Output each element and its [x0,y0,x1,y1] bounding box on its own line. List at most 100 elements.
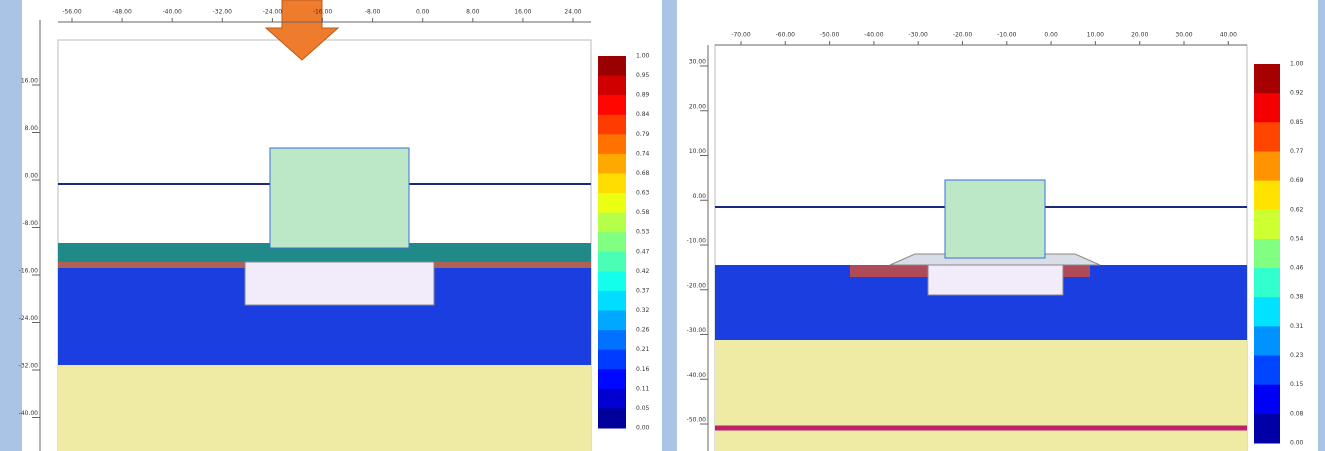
legend-label: 0.15 [1290,381,1304,388]
legend-swatch [598,330,626,350]
x-tick-label: 20.00 [1131,32,1148,39]
legend-label: 1.00 [1290,61,1304,68]
legend-swatch [598,232,626,252]
legend-label: 0.26 [636,327,650,334]
legend-swatch [598,408,626,428]
x-tick-label: -48.00 [112,9,132,16]
legend-label: 0.08 [1290,410,1304,417]
x-tick-label: -10.00 [997,32,1017,39]
legend-label: 0.53 [636,229,650,236]
legend-swatch [598,252,626,272]
legend-swatch [598,154,626,174]
y-tick-label: -8.00 [22,220,38,227]
x-tick-label: 10.00 [1087,32,1104,39]
foundation [928,265,1063,295]
legend-swatch [1254,239,1280,269]
legend-label: 0.63 [636,190,650,197]
x-tick-label: 16.00 [514,9,531,16]
y-tick-label: -16.00 [19,268,39,275]
building [270,148,409,248]
legend-label: 0.74 [636,150,650,157]
x-tick-label: -56.00 [62,9,82,16]
x-tick-label: -20.00 [953,32,973,39]
legend-label: 0.62 [1290,206,1304,213]
legend-label: 0.92 [1290,90,1304,97]
legend-label: 0.85 [1290,119,1304,126]
legend-swatch [1254,268,1280,298]
sand-layer [58,365,591,451]
legend-swatch [598,115,626,135]
legend-label: 0.95 [636,72,650,79]
legend-label: 0.31 [1290,323,1304,330]
y-tick-label: -50.00 [687,417,707,424]
legend-label: 0.21 [636,346,650,353]
x-tick-label: 24.00 [564,9,581,16]
legend-label: 0.69 [1290,177,1304,184]
legend-label: 0.38 [1290,294,1304,301]
legend-label: 0.16 [636,366,650,373]
legend-swatch [598,173,626,193]
legend-label: 0.00 [636,425,650,432]
y-tick-label: 0.00 [693,193,707,200]
legend-label: 0.58 [636,209,650,216]
legend-swatch [1254,181,1280,211]
legend-swatch [598,369,626,389]
x-tick-label: -30.00 [909,32,929,39]
legend-swatch [1254,356,1280,386]
y-tick-label: 16.00 [21,78,38,85]
sand-layer [715,340,1247,451]
legend-swatch [1254,210,1280,240]
legend-label: 0.42 [636,268,650,275]
x-tick-label: -8.00 [365,9,381,16]
x-tick-label: 30.00 [1175,32,1192,39]
x-tick-label: -32.00 [213,9,233,16]
y-tick-label: 10.00 [689,148,706,155]
x-tick-label: -70.00 [731,32,751,39]
legend-swatch [598,389,626,409]
legend-swatch [598,350,626,370]
legend-label: 1.00 [636,53,650,60]
legend-label: 0.84 [636,111,650,118]
y-tick-label: -20.00 [687,282,707,289]
legend-label: 0.89 [636,92,650,99]
y-tick-label: 0.00 [25,173,39,180]
legend-label: 0.46 [1290,265,1304,272]
foundation [245,262,434,305]
legend-label: 0.11 [636,385,650,392]
legend-swatch [1254,385,1280,415]
legend-swatch [598,76,626,96]
legend-label: 0.77 [1290,148,1304,155]
x-tick-label: -60.00 [776,32,796,39]
y-tick-label: -24.00 [19,315,39,322]
legend-swatch [598,193,626,213]
legend-swatch [598,291,626,311]
x-tick-label: 0.00 [1044,32,1058,39]
legend-label: 0.79 [636,131,650,138]
legend-label: 0.32 [636,307,650,314]
legend-swatch [598,213,626,233]
x-tick-label: -50.00 [820,32,840,39]
x-tick-label: -40.00 [163,9,183,16]
legend-swatch [1254,122,1280,152]
legend-swatch [1254,326,1280,356]
legend-swatch [1254,64,1280,94]
x-tick-label: 40.00 [1220,32,1237,39]
x-tick-label: -24.00 [263,9,283,16]
legend-label: 0.23 [1290,352,1304,359]
y-tick-label: 20.00 [689,103,706,110]
building [945,180,1045,258]
legend-label: 0.47 [636,248,650,255]
legend-label: 0.37 [636,287,650,294]
x-tick-label: 8.00 [466,9,480,16]
y-tick-label: -40.00 [687,372,707,379]
legend-swatch [1254,297,1280,327]
legend-swatch [1254,151,1280,181]
x-tick-label: -16.00 [313,9,333,16]
legend-swatch [1254,414,1280,444]
y-tick-label: -30.00 [687,327,707,334]
x-tick-label: 0.00 [416,9,430,16]
legend-label: 0.68 [636,170,650,177]
legend-swatch [598,134,626,154]
x-tick-label: -40.00 [864,32,884,39]
legend-swatch [598,311,626,331]
